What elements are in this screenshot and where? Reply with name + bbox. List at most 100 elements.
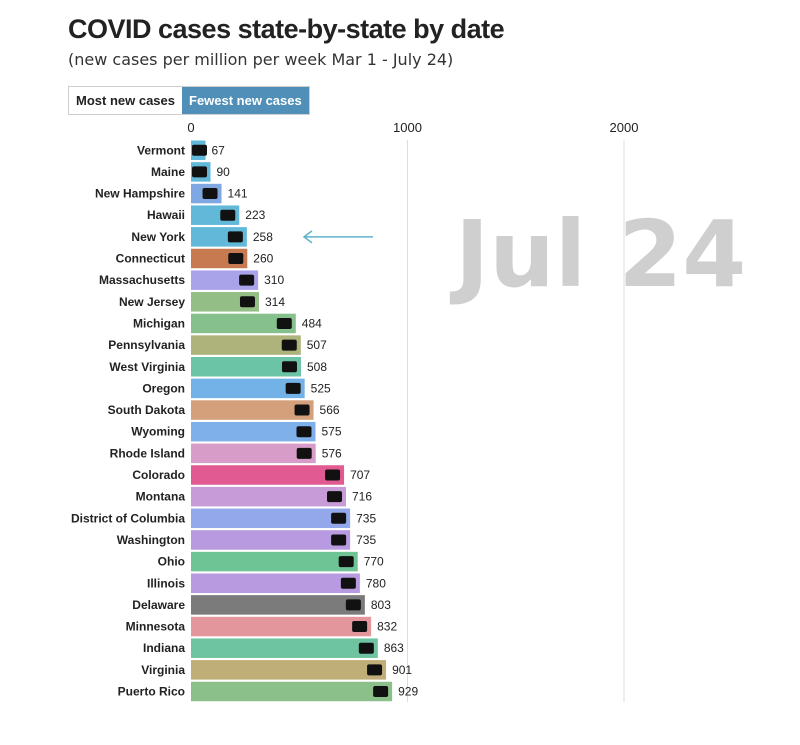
category-label: Rhode Island: [110, 446, 185, 460]
state-shape-icon: [276, 317, 292, 329]
state-shape-icon: [340, 577, 356, 589]
category-label: Maine: [151, 165, 185, 179]
bar: [191, 638, 378, 658]
gridlines: 0 1000 2000: [187, 120, 638, 702]
value-label: 484: [302, 316, 322, 330]
state-shape-icon: [227, 231, 243, 243]
category-label: Michigan: [133, 316, 185, 330]
state-shape-icon: [331, 534, 347, 546]
bar: [191, 378, 305, 399]
category-label: Minnesota: [126, 620, 186, 634]
chart-subtitle: (new cases per million per week Mar 1 - …: [68, 50, 454, 69]
bar: [191, 313, 296, 334]
state-shape-icon: [239, 274, 255, 286]
bar: [191, 465, 345, 485]
category-label: West Virginia: [109, 360, 185, 374]
value-label: 716: [352, 490, 372, 504]
sort-toggle: Most new cases Fewest new cases: [68, 86, 310, 115]
chart-title: COVID cases state-by-state by date: [68, 14, 505, 44]
bar: [191, 335, 301, 355]
value-label: 141: [228, 187, 248, 201]
date-label: Jul 24: [449, 201, 746, 308]
category-label: Wyoming: [131, 425, 185, 439]
category-label: Hawaii: [147, 208, 185, 222]
category-label: Delaware: [132, 598, 185, 612]
x-tick-label: 2000: [610, 120, 639, 135]
category-label: Puerto Rico: [118, 685, 185, 699]
category-label: Virginia: [141, 663, 185, 677]
state-shape-icon: [367, 664, 383, 676]
value-label: 508: [307, 360, 327, 374]
category-label: Connecticut: [116, 252, 185, 266]
state-shape-icon: [228, 253, 244, 264]
value-label: 260: [253, 252, 273, 266]
x-tick-label: 0: [187, 120, 194, 135]
state-shape-icon: [281, 361, 297, 373]
state-shape-icon: [338, 556, 354, 568]
category-label: South Dakota: [108, 403, 186, 417]
state-shape-icon: [373, 686, 389, 697]
category-label: Vermont: [137, 143, 185, 157]
value-label: 566: [320, 403, 340, 417]
bar: [191, 486, 347, 507]
category-label: New Jersey: [119, 295, 185, 309]
value-label: 575: [321, 425, 341, 439]
category-label: New Hampshire: [95, 187, 185, 201]
value-label: 803: [371, 598, 391, 612]
bar: [191, 421, 316, 442]
x-tick-label: 1000: [393, 120, 422, 135]
category-label: District of Columbia: [71, 511, 185, 525]
value-label: 310: [264, 273, 284, 287]
value-label: 223: [245, 208, 265, 222]
state-shape-icon: [285, 382, 301, 394]
category-label: Pennsylvania: [108, 338, 185, 352]
category-label: New York: [131, 230, 185, 244]
value-label: 314: [265, 295, 285, 309]
state-shape-icon: [192, 166, 207, 178]
bar: [191, 681, 393, 702]
value-label: 67: [212, 143, 226, 157]
value-label: 525: [311, 381, 331, 395]
state-shape-icon: [296, 426, 312, 438]
bar: [191, 595, 365, 615]
bar: [191, 660, 387, 680]
state-shape-icon: [239, 296, 255, 308]
category-label: Washington: [117, 533, 185, 547]
state-shape-icon: [281, 339, 297, 351]
arrow-head-icon: [302, 230, 313, 244]
value-label: 707: [350, 468, 370, 482]
bar: [191, 357, 301, 377]
state-shape-icon: [345, 599, 361, 611]
category-label: Ohio: [158, 555, 185, 569]
bar: [191, 508, 351, 529]
fewest-new-cases-button[interactable]: Fewest new cases: [182, 87, 309, 114]
value-label: 258: [253, 230, 273, 244]
bar: [191, 443, 316, 464]
state-shape-icon: [352, 621, 368, 633]
state-shape-icon: [325, 469, 341, 481]
value-label: 735: [356, 511, 376, 525]
category-label: Illinois: [147, 576, 185, 590]
bar: [191, 616, 372, 637]
value-label: 90: [216, 165, 230, 179]
category-label: Colorado: [132, 468, 185, 482]
value-label: 780: [366, 576, 386, 590]
category-label: Oregon: [142, 381, 185, 395]
value-label: 929: [398, 685, 418, 699]
bar: [191, 551, 358, 572]
value-label: 576: [322, 446, 342, 460]
date-display: Jul 24: [449, 201, 746, 308]
category-label: Indiana: [143, 641, 185, 655]
value-label: 901: [392, 663, 412, 677]
bar: [191, 573, 360, 593]
state-shape-icon: [327, 491, 343, 503]
state-shape-icon: [192, 144, 207, 156]
state-shape-icon: [202, 188, 218, 200]
state-shape-icon: [220, 209, 236, 221]
value-label: 863: [384, 641, 404, 655]
bar: [191, 400, 314, 420]
value-label: 735: [356, 533, 376, 547]
category-label: Montana: [136, 490, 186, 504]
most-new-cases-button[interactable]: Most new cases: [69, 87, 182, 114]
